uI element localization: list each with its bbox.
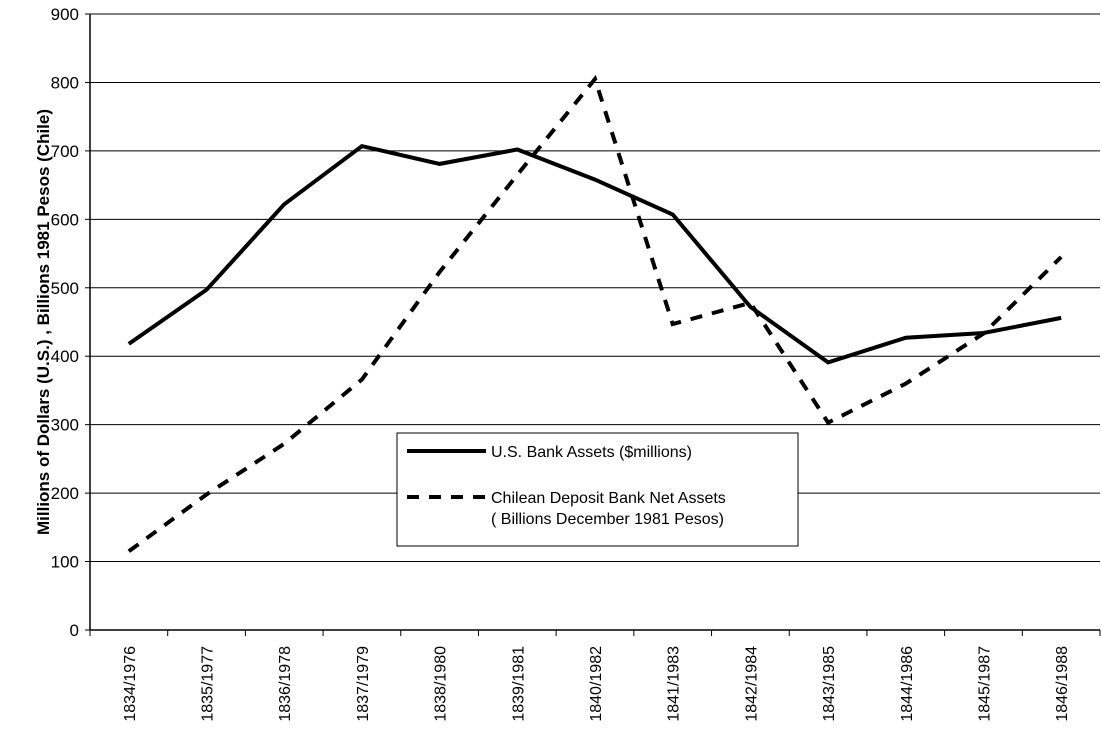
y-tick-label: 300 <box>51 416 79 435</box>
x-tick-label: 1836/1978 <box>277 646 294 722</box>
series-lines <box>127 74 1063 553</box>
y-tick-label: 800 <box>51 73 79 92</box>
axes <box>89 14 1100 631</box>
x-tick-label: 1844/1986 <box>899 646 916 722</box>
gridlines <box>90 13 1100 563</box>
x-tick-label: 1834/1976 <box>122 646 139 722</box>
x-tick-label: 1837/1979 <box>355 646 372 722</box>
legend-label: ( Billions December 1981 Pesos) <box>491 511 724 528</box>
series-line-1 <box>127 143 1062 365</box>
x-tick-labels: 1834/1976 1835/1977 1836/1978 1837/1979 1838… <box>89 630 1101 722</box>
x-tick-label: 1838/1980 <box>433 646 450 722</box>
y-tick-label: 400 <box>51 347 79 366</box>
y-tick-label: 500 <box>51 279 79 298</box>
x-tick-label: 1846/1988 <box>1054 646 1071 722</box>
x-tick-label: 1843/1985 <box>821 646 838 722</box>
y-axis-label: Millions of Dollars (U.S.) , Billions 19… <box>34 109 53 535</box>
y-tick-label: 100 <box>51 553 79 572</box>
x-tick-label: 1842/1984 <box>743 646 760 722</box>
y-tick-label: 600 <box>51 210 79 229</box>
series-line-2 <box>127 74 1063 553</box>
x-tick-label: 1835/1977 <box>200 646 217 722</box>
x-tick-label: 1841/1983 <box>666 646 683 722</box>
legend-label: U.S. Bank Assets ($millions) <box>491 444 692 461</box>
x-tick-label: 1839/1981 <box>510 646 527 722</box>
y-tick-label: 900 <box>51 5 79 24</box>
legend-label: Chilean Deposit Bank Net Assets <box>491 490 726 507</box>
y-tick-label: 200 <box>51 484 79 503</box>
y-tick-labels: 0 100 200 300 400 500 600 700 800 900 <box>51 5 90 640</box>
x-tick-label: 1840/1982 <box>588 646 605 722</box>
legend: U.S. Bank Assets ($millions) Chilean Depo… <box>396 432 799 547</box>
y-tick-label: 0 <box>70 621 79 640</box>
x-tick-label: 1845/1987 <box>976 646 993 722</box>
y-tick-label: 700 <box>51 142 79 161</box>
